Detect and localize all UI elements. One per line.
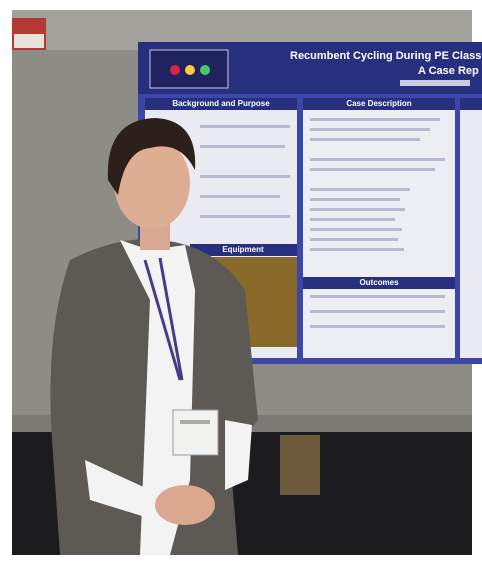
poster-authors	[400, 80, 470, 86]
badge-text	[180, 420, 210, 424]
text-line	[310, 295, 445, 298]
lanyard	[143, 257, 184, 381]
hair	[107, 118, 196, 195]
logo-figure	[200, 65, 210, 75]
person-background	[280, 435, 320, 495]
text-line	[310, 218, 395, 221]
section-heading: Outcomes	[359, 278, 399, 287]
cuff	[85, 460, 155, 520]
section-bar	[460, 98, 482, 110]
logo-figure	[185, 65, 195, 75]
logo-figure	[170, 65, 180, 75]
section-bar	[145, 98, 297, 110]
text-line	[310, 188, 410, 191]
hands	[155, 485, 215, 525]
text-line	[310, 128, 430, 131]
text-line	[310, 325, 445, 328]
section-bar	[190, 244, 297, 256]
text-line	[310, 248, 404, 251]
text-line	[310, 238, 398, 241]
face	[114, 137, 190, 229]
text-line	[310, 228, 402, 231]
section-bar	[303, 98, 455, 110]
cuff	[225, 420, 252, 490]
text-line	[310, 158, 445, 161]
poster-column	[460, 98, 482, 358]
text-line	[310, 138, 420, 141]
text-line	[310, 168, 435, 171]
poster-title: Recumbent Cycling During PE Class for an…	[290, 50, 482, 62]
text-line	[310, 208, 405, 211]
poster-text-lines	[200, 118, 445, 328]
text-line	[200, 125, 290, 128]
shirt	[120, 240, 195, 555]
text-line	[200, 195, 280, 198]
text-line	[310, 118, 440, 121]
section-heading: Case Description	[346, 99, 411, 108]
text-line	[310, 198, 400, 201]
name-badge	[172, 409, 219, 456]
section-heading: Equipment	[222, 245, 264, 254]
text-line	[310, 310, 445, 313]
text-line	[200, 175, 290, 178]
text-line	[200, 145, 285, 148]
sign-label	[14, 34, 44, 48]
section-heading: Background and Purpose	[172, 99, 270, 108]
text-line	[200, 215, 290, 218]
poster-subtitle: A Case Rep	[418, 65, 479, 77]
section-bar	[303, 277, 455, 289]
